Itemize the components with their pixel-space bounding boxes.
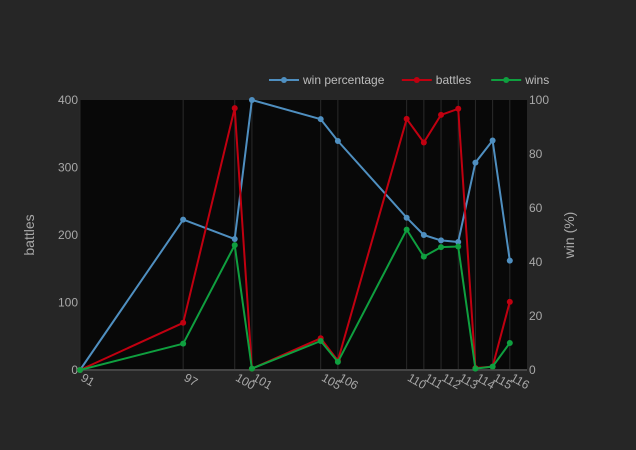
y-axis-left-title: battles <box>21 214 37 255</box>
legend: win percentage battles wins <box>269 73 549 87</box>
y-left-tick-label: 200 <box>58 228 78 242</box>
y-left-tick-label: 400 <box>58 93 78 107</box>
legend-label: wins <box>524 73 549 87</box>
data-point[interactable] <box>420 253 427 260</box>
data-point[interactable] <box>420 232 427 238</box>
data-point[interactable] <box>403 226 410 233</box>
y-right-tick-label: 0 <box>529 363 536 377</box>
data-point[interactable] <box>455 243 462 250</box>
data-point[interactable] <box>438 244 445 251</box>
data-point[interactable] <box>231 105 238 112</box>
y-left-tick-label: 300 <box>58 161 78 175</box>
x-tick-label: 91 <box>79 370 98 389</box>
legend-label: win percentage <box>302 73 385 87</box>
data-point[interactable] <box>455 239 462 246</box>
data-point[interactable] <box>77 367 83 373</box>
data-point[interactable] <box>231 236 238 243</box>
data-point[interactable] <box>420 139 427 146</box>
legend-swatch-marker <box>413 77 420 83</box>
data-point[interactable] <box>438 237 445 244</box>
data-point[interactable] <box>506 298 513 305</box>
data-point[interactable] <box>489 137 496 144</box>
data-point[interactable] <box>438 111 445 118</box>
y-right-tick-label: 60 <box>529 201 543 215</box>
data-point[interactable] <box>231 242 238 249</box>
legend-swatch-marker <box>281 77 287 83</box>
data-point[interactable] <box>403 214 410 221</box>
series-group <box>77 97 513 373</box>
legend-item[interactable]: win percentage <box>269 73 385 87</box>
y-right-tick-label: 40 <box>529 255 543 269</box>
data-point[interactable] <box>180 340 187 347</box>
series-wins <box>77 226 513 373</box>
data-point[interactable] <box>472 159 479 166</box>
data-point[interactable] <box>334 138 341 145</box>
data-point[interactable] <box>248 97 255 103</box>
x-tick-label: 97 <box>182 370 201 389</box>
legend-swatch-marker <box>503 77 510 83</box>
data-point[interactable] <box>506 340 513 346</box>
legend-item[interactable]: wins <box>491 73 549 87</box>
data-point[interactable] <box>180 216 187 223</box>
data-point[interactable] <box>317 116 324 123</box>
y-left-tick-label: 100 <box>58 296 78 310</box>
plot-area <box>80 100 527 370</box>
y-right-tick-label: 80 <box>529 147 543 161</box>
legend-item[interactable]: battles <box>401 73 471 87</box>
data-point[interactable] <box>506 257 513 264</box>
data-point[interactable] <box>403 115 410 122</box>
data-point[interactable] <box>489 363 496 370</box>
data-point[interactable] <box>317 337 324 344</box>
data-point[interactable] <box>248 365 255 372</box>
series-win-percentage <box>77 97 513 373</box>
data-point[interactable] <box>455 105 462 112</box>
y-left-tick-label: 0 <box>71 363 78 377</box>
data-point[interactable] <box>180 319 187 326</box>
data-point[interactable] <box>472 365 479 372</box>
data-point[interactable] <box>334 358 341 365</box>
legend-label: battles <box>436 73 471 87</box>
y-axis-right-title: win (%) <box>561 212 577 260</box>
y-right-tick-label: 100 <box>529 93 549 107</box>
y-right-tick-label: 20 <box>529 309 543 323</box>
